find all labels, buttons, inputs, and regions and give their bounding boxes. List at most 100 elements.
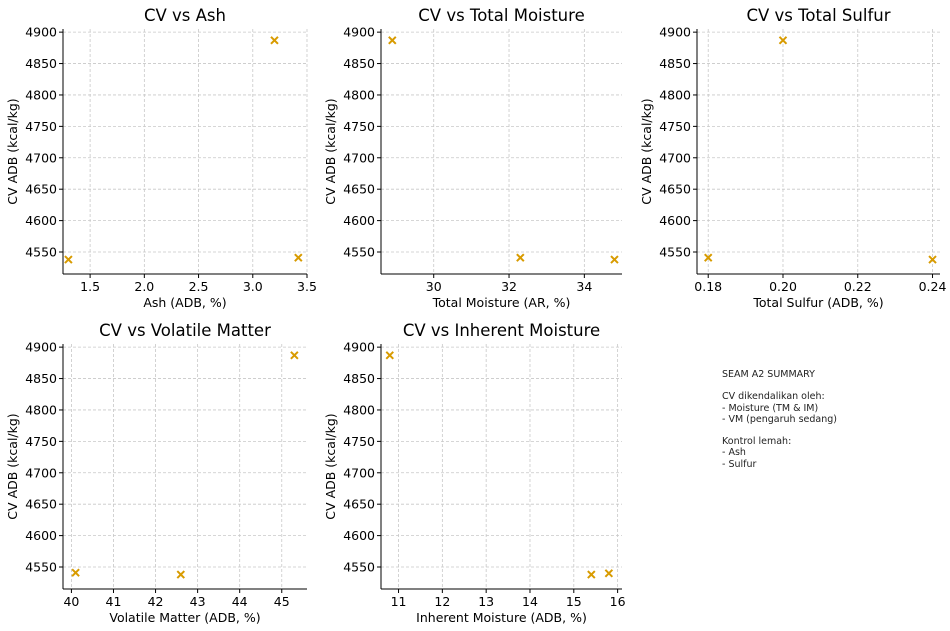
summary-line: - VM (pengaruh sedang) bbox=[722, 413, 837, 425]
data-point bbox=[270, 36, 279, 45]
y-tick-label: 4800 bbox=[343, 87, 375, 102]
scatter-panel: 1.5 2.0 2.5 3.0 3.5 4550 4600 4650 4700 4750 4800 4… bbox=[5, 6, 317, 310]
x-tick-label: 32 bbox=[501, 279, 517, 294]
y-tick-label: 4550 bbox=[343, 560, 375, 575]
x-axis-label: Total Moisture (AR, %) bbox=[432, 295, 571, 310]
y-tick-label: 4900 bbox=[343, 25, 375, 40]
x-tick-label: 2.5 bbox=[189, 279, 209, 294]
x-tick-label: 1.5 bbox=[80, 279, 100, 294]
y-tick-label: 4850 bbox=[659, 56, 691, 71]
y-tick-label: 4900 bbox=[659, 25, 691, 40]
x-tick-label: 11 bbox=[391, 594, 407, 609]
chart-title: CV vs Total Moisture bbox=[418, 6, 584, 25]
y-tick-label: 4700 bbox=[343, 150, 375, 165]
data-point bbox=[928, 255, 937, 264]
y-tick-label: 4650 bbox=[343, 497, 375, 512]
y-tick-label: 4650 bbox=[25, 497, 57, 512]
y-tick-label: 4750 bbox=[343, 434, 375, 449]
x-tick-label: 30 bbox=[426, 279, 442, 294]
y-axis-label: CV ADB (kcal/kg) bbox=[5, 98, 20, 204]
y-tick-label: 4750 bbox=[343, 119, 375, 134]
data-point bbox=[385, 351, 394, 360]
y-tick-label: 4700 bbox=[659, 150, 691, 165]
scatter-panel: 0.18 0.20 0.22 0.24 4550 4600 4650 4700 4750 4800… bbox=[639, 6, 946, 310]
data-point bbox=[778, 36, 788, 45]
x-tick-label: 0.24 bbox=[919, 279, 947, 294]
x-tick-label: 12 bbox=[434, 594, 450, 609]
y-tick-label: 4800 bbox=[25, 402, 57, 417]
data-point bbox=[587, 570, 596, 579]
y-tick-label: 4600 bbox=[25, 528, 57, 543]
data-point bbox=[290, 351, 299, 360]
data-point bbox=[704, 253, 713, 262]
summary-text: SEAM A2 SUMMARY CV dikendalikan oleh: - M… bbox=[722, 369, 837, 470]
y-tick-label: 4800 bbox=[343, 402, 375, 417]
summary-line: - Moisture (TM & IM) bbox=[722, 402, 819, 414]
scatter-panel: 40 41 42 43 44 45 4550 4600 4650 4700 4750 4800 4850… bbox=[5, 321, 307, 625]
y-tick-label: 4550 bbox=[343, 245, 375, 260]
data-point bbox=[294, 253, 303, 262]
y-tick-label: 4600 bbox=[343, 528, 375, 543]
x-tick-label: 45 bbox=[274, 594, 290, 609]
x-tick-label: 41 bbox=[106, 594, 122, 609]
x-tick-label: 16 bbox=[610, 594, 626, 609]
y-tick-label: 4850 bbox=[25, 56, 57, 71]
x-axis-label: Total Sulfur (ADB, %) bbox=[752, 295, 883, 310]
scatter-panel: 11 12 13 14 15 16 4550 4600 4650 4700 4750 4800 4850… bbox=[323, 321, 626, 625]
y-tick-label: 4750 bbox=[25, 434, 57, 449]
y-tick-label: 4700 bbox=[25, 150, 57, 165]
chart-title: CV vs Inherent Moisture bbox=[403, 321, 600, 340]
x-tick-label: 3.5 bbox=[297, 279, 317, 294]
y-tick-label: 4550 bbox=[25, 560, 57, 575]
y-tick-label: 4750 bbox=[659, 119, 691, 134]
y-axis-label: CV ADB (kcal/kg) bbox=[639, 98, 654, 204]
data-point bbox=[610, 255, 619, 264]
y-tick-label: 4900 bbox=[343, 340, 375, 355]
x-axis-label: Volatile Matter (ADB, %) bbox=[109, 610, 260, 625]
x-tick-label: 40 bbox=[63, 594, 79, 609]
y-tick-label: 4650 bbox=[343, 182, 375, 197]
chart-title: CV vs Volatile Matter bbox=[99, 321, 271, 340]
y-axis-label: CV ADB (kcal/kg) bbox=[323, 413, 338, 519]
x-tick-label: 44 bbox=[232, 594, 248, 609]
summary-line: - Ash bbox=[722, 447, 746, 459]
x-tick-label: 42 bbox=[148, 594, 164, 609]
y-tick-label: 4850 bbox=[343, 56, 375, 71]
x-tick-label: 15 bbox=[566, 594, 582, 609]
y-tick-label: 4550 bbox=[659, 245, 691, 260]
y-axis-label: CV ADB (kcal/kg) bbox=[5, 413, 20, 519]
y-tick-label: 4600 bbox=[659, 213, 691, 228]
data-point bbox=[71, 568, 80, 577]
x-tick-label: 3.0 bbox=[243, 279, 263, 294]
x-tick-label: 13 bbox=[478, 594, 494, 609]
data-point bbox=[388, 36, 397, 45]
summary-line: CV dikendalikan oleh: bbox=[722, 391, 825, 403]
summary-line bbox=[722, 380, 837, 391]
summary-line bbox=[722, 425, 837, 436]
chart-title: CV vs Ash bbox=[144, 6, 226, 25]
y-tick-label: 4600 bbox=[343, 213, 375, 228]
y-tick-label: 4850 bbox=[25, 371, 57, 386]
data-point bbox=[604, 569, 614, 578]
y-tick-label: 4700 bbox=[343, 465, 375, 480]
y-tick-label: 4650 bbox=[659, 182, 691, 197]
y-tick-label: 4900 bbox=[25, 340, 57, 355]
x-tick-label: 34 bbox=[576, 279, 592, 294]
chart-title: CV vs Total Sulfur bbox=[746, 6, 890, 25]
y-tick-label: 4800 bbox=[25, 87, 57, 102]
data-point bbox=[64, 255, 73, 264]
x-tick-label: 0.18 bbox=[694, 279, 722, 294]
y-tick-label: 4850 bbox=[343, 371, 375, 386]
y-axis-label: CV ADB (kcal/kg) bbox=[323, 98, 338, 204]
summary-line: Kontrol lemah: bbox=[722, 436, 792, 448]
x-tick-label: 0.20 bbox=[769, 279, 797, 294]
data-point bbox=[516, 253, 525, 262]
scatter-panel: 30 32 34 4550 4600 4650 4700 4750 4800 4850 4900 CV… bbox=[323, 6, 622, 310]
x-tick-label: 14 bbox=[522, 594, 538, 609]
y-tick-label: 4900 bbox=[25, 25, 57, 40]
y-tick-label: 4800 bbox=[659, 87, 691, 102]
y-tick-label: 4700 bbox=[25, 465, 57, 480]
x-axis-label: Inherent Moisture (ADB, %) bbox=[416, 610, 587, 625]
data-point bbox=[176, 570, 186, 579]
